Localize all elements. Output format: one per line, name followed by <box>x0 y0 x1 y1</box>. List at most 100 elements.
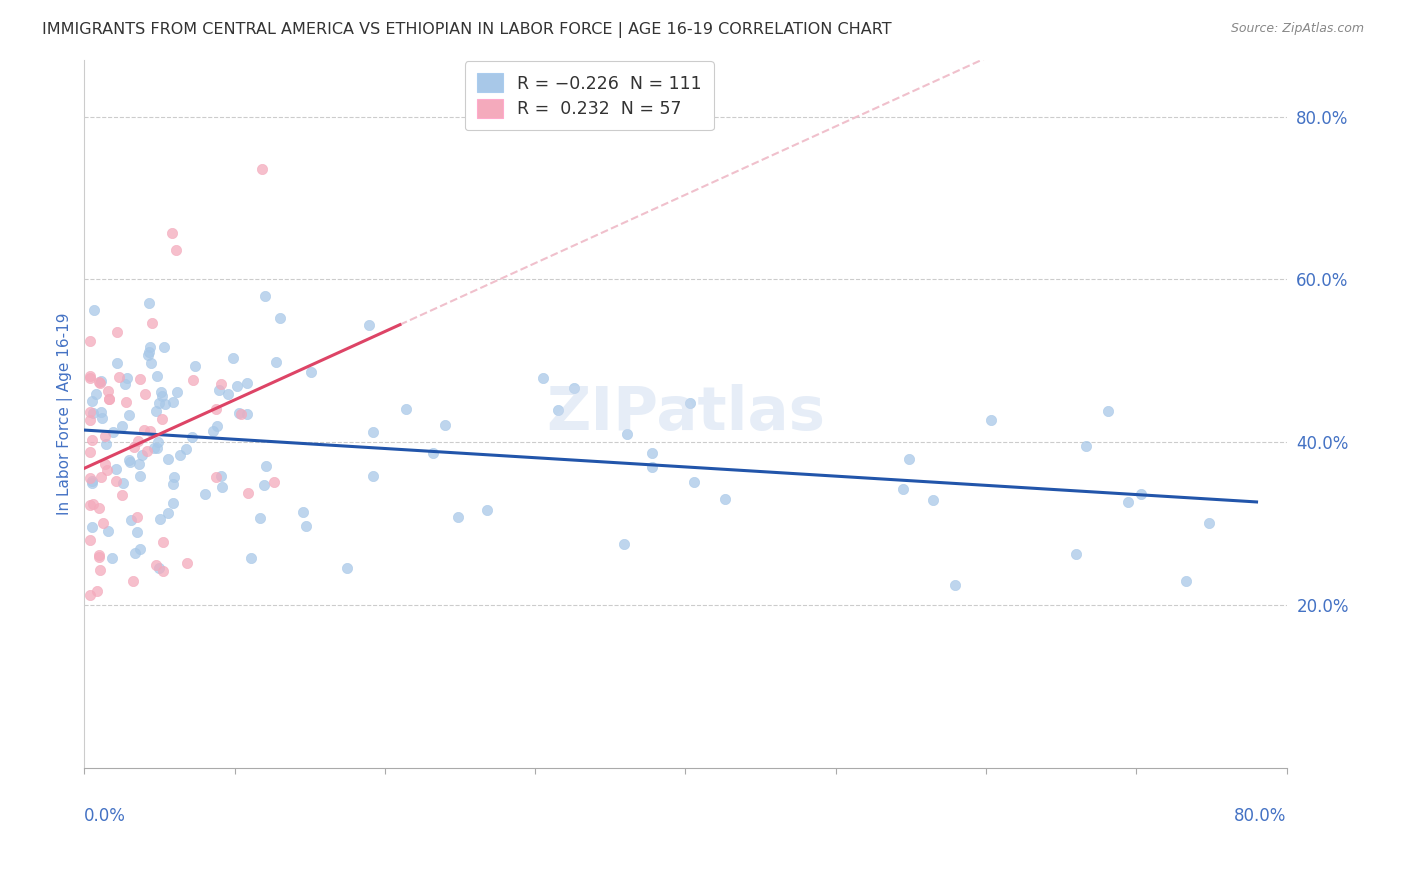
Legend: R = −0.226  N = 111, R =  0.232  N = 57: R = −0.226 N = 111, R = 0.232 N = 57 <box>465 62 714 130</box>
Point <box>139 424 162 438</box>
Point <box>90 470 112 484</box>
Point <box>1116 494 1139 508</box>
Point <box>562 381 585 395</box>
Point <box>83 303 105 318</box>
Point <box>162 495 184 509</box>
Point <box>150 389 173 403</box>
Point <box>80 474 103 488</box>
Point <box>1130 487 1153 501</box>
Point <box>149 512 172 526</box>
Text: ZIPatlas: ZIPatlas <box>546 384 825 443</box>
Point <box>87 376 110 390</box>
Point <box>89 563 111 577</box>
Point <box>713 491 735 506</box>
Point <box>250 162 273 177</box>
Point <box>155 397 177 411</box>
Point <box>162 395 184 409</box>
Text: 80.0%: 80.0% <box>1234 806 1286 824</box>
Point <box>547 403 569 417</box>
Point <box>209 469 232 483</box>
Point <box>531 371 554 385</box>
Point <box>138 345 160 359</box>
Point <box>124 546 146 560</box>
Point <box>94 458 117 472</box>
Point <box>183 359 205 373</box>
Point <box>91 411 114 425</box>
Point <box>477 503 499 517</box>
Point <box>169 448 191 462</box>
Point <box>134 387 156 401</box>
Point <box>79 412 101 426</box>
Point <box>641 445 664 459</box>
Point <box>127 434 149 448</box>
Point <box>101 425 124 439</box>
Point <box>146 435 169 450</box>
Point <box>176 556 198 570</box>
Point <box>194 487 217 501</box>
Point <box>943 578 966 592</box>
Point <box>166 385 188 400</box>
Point <box>104 461 127 475</box>
Point <box>447 510 470 524</box>
Point <box>80 519 103 533</box>
Point <box>145 403 167 417</box>
Point <box>361 468 384 483</box>
Point <box>181 430 204 444</box>
Point <box>152 564 174 578</box>
Point <box>91 516 114 530</box>
Point <box>134 423 156 437</box>
Point <box>97 524 120 539</box>
Point <box>145 558 167 572</box>
Point <box>613 537 636 551</box>
Point <box>142 442 165 456</box>
Point <box>264 355 287 369</box>
Point <box>97 384 120 398</box>
Point <box>249 511 271 525</box>
Point <box>236 485 259 500</box>
Point <box>105 356 128 370</box>
Point <box>115 395 138 409</box>
Point <box>82 406 104 420</box>
Point <box>294 519 316 533</box>
Text: IMMIGRANTS FROM CENTRAL AMERICA VS ETHIOPIAN IN LABOR FORCE | AGE 16-19 CORRELAT: IMMIGRANTS FROM CENTRAL AMERICA VS ETHIO… <box>42 22 891 38</box>
Point <box>93 429 115 443</box>
Point <box>150 384 173 399</box>
Point <box>269 310 291 325</box>
Point <box>89 500 111 515</box>
Point <box>202 424 225 438</box>
Point <box>79 588 101 602</box>
Point <box>1074 439 1097 453</box>
Point <box>156 451 179 466</box>
Point <box>229 407 252 421</box>
Point <box>263 475 285 490</box>
Point <box>84 386 107 401</box>
Point <box>90 405 112 419</box>
Point <box>240 550 263 565</box>
Point <box>139 341 162 355</box>
Point <box>128 457 150 471</box>
Point <box>105 325 128 339</box>
Point <box>135 444 157 458</box>
Point <box>162 470 184 484</box>
Point <box>217 386 239 401</box>
Point <box>211 480 233 494</box>
Point <box>204 401 226 416</box>
Point <box>138 296 160 310</box>
Point <box>125 524 148 539</box>
Point <box>129 542 152 557</box>
Point <box>433 418 456 433</box>
Point <box>118 408 141 422</box>
Point <box>141 316 163 330</box>
Point <box>94 437 117 451</box>
Point <box>79 369 101 384</box>
Point <box>79 471 101 485</box>
Point <box>107 369 129 384</box>
Point <box>361 425 384 439</box>
Point <box>129 469 152 483</box>
Point <box>292 505 315 519</box>
Point <box>150 412 173 426</box>
Point <box>79 533 101 547</box>
Point <box>112 475 135 490</box>
Point <box>111 418 134 433</box>
Point <box>111 488 134 502</box>
